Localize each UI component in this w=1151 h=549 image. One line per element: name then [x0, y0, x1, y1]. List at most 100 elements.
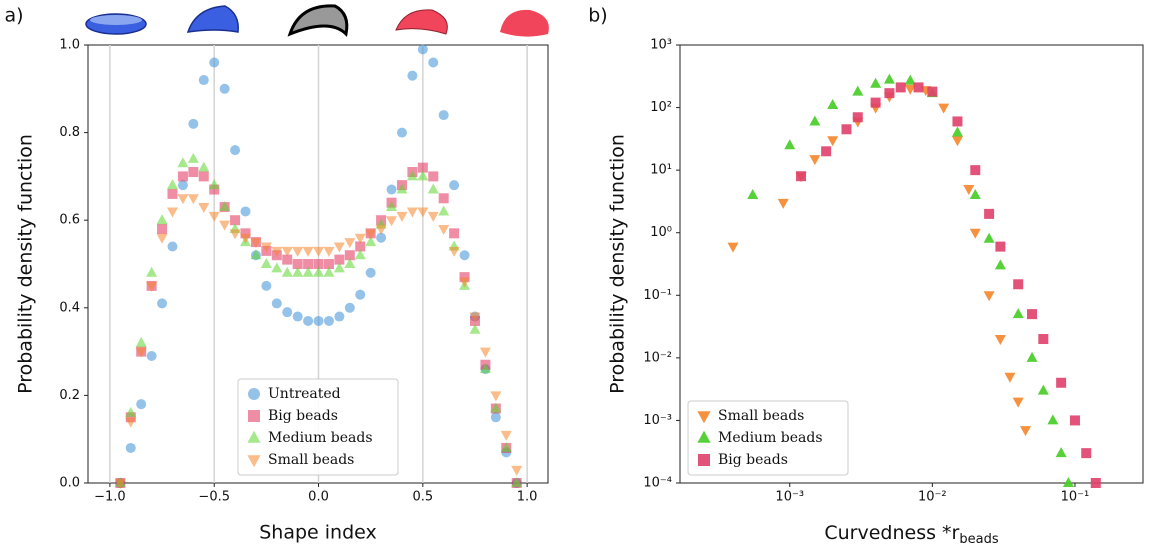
- legend-box: [687, 400, 849, 476]
- data-point: [303, 259, 314, 269]
- data-point: [240, 206, 251, 217]
- data-point: [281, 246, 293, 257]
- data-point: [883, 73, 895, 84]
- data-point: [396, 211, 408, 222]
- data-point: [323, 259, 334, 269]
- y-tick-label: 1.0: [59, 38, 80, 53]
- x-tick-label: 10⁻¹: [1061, 490, 1090, 505]
- data-point: [1069, 415, 1080, 426]
- data-point: [135, 336, 147, 347]
- data-point: [260, 242, 272, 253]
- data-point: [188, 118, 199, 129]
- data-point: [1004, 372, 1016, 383]
- icon-cup-rim: [90, 15, 142, 25]
- data-point: [913, 82, 924, 93]
- data-point: [500, 441, 512, 452]
- data-point: [511, 465, 523, 476]
- data-point: [114, 479, 126, 489]
- data-point: [904, 74, 916, 85]
- data-point: [407, 70, 418, 81]
- data-point: [157, 298, 168, 309]
- data-point: [146, 350, 157, 361]
- data-point: [261, 280, 272, 291]
- data-point: [125, 442, 136, 453]
- data-point: [292, 259, 303, 269]
- data-point: [904, 84, 916, 95]
- data-point: [490, 412, 501, 423]
- data-point: [365, 236, 377, 247]
- icon-saddle: [287, 4, 349, 38]
- shape-icons: [85, 4, 549, 38]
- legend-marker: [697, 430, 711, 443]
- x-tick-label: 0.5: [412, 490, 433, 505]
- x-tick-label: −1.0: [94, 490, 126, 505]
- data-point: [344, 302, 355, 313]
- data-point: [354, 233, 366, 244]
- data-point: [146, 266, 158, 277]
- data-point: [187, 194, 199, 205]
- data-point: [156, 214, 168, 225]
- data-point: [208, 179, 220, 190]
- data-point: [727, 242, 739, 253]
- data-point: [167, 241, 178, 252]
- data-point: [983, 232, 995, 243]
- panel-label: a): [4, 5, 23, 27]
- y-axis-label: Probability density function: [15, 134, 37, 394]
- y-tick-label: 10⁻⁴: [643, 476, 672, 491]
- y-tick-label: 10⁰: [650, 225, 672, 240]
- data-point: [354, 249, 366, 260]
- data-point: [438, 224, 450, 235]
- x-axis-label: Shape index: [259, 522, 377, 544]
- data-point: [334, 311, 345, 322]
- data-point: [500, 430, 512, 441]
- data-point: [250, 249, 262, 260]
- data-point: [281, 266, 293, 277]
- data-point: [125, 412, 136, 423]
- data-point: [927, 86, 938, 97]
- data-point: [177, 157, 189, 168]
- data-point: [951, 126, 963, 137]
- data-point: [313, 259, 324, 269]
- data-point: [156, 233, 168, 244]
- data-point: [952, 116, 963, 127]
- data-point: [1062, 477, 1074, 487]
- data-point: [198, 203, 210, 214]
- data-point: [490, 391, 502, 402]
- data-point: [449, 180, 460, 191]
- data-point: [469, 312, 481, 323]
- data-point: [250, 238, 262, 249]
- data-point: [951, 136, 963, 147]
- data-point: [1013, 279, 1024, 290]
- y-tick-label: 10²: [650, 100, 672, 115]
- data-point: [302, 266, 314, 277]
- data-point: [282, 254, 293, 265]
- legend-label: Small beads: [268, 452, 354, 468]
- y-tick-label: 0.2: [59, 388, 80, 403]
- data-point: [323, 266, 335, 277]
- icon-cap: [500, 9, 549, 37]
- data-point: [995, 241, 1006, 252]
- data-point: [376, 232, 387, 243]
- data-point: [219, 220, 231, 231]
- data-point: [177, 194, 189, 205]
- data-point: [417, 44, 428, 55]
- data-point: [827, 98, 839, 109]
- data-point: [417, 207, 429, 218]
- data-point: [983, 291, 995, 302]
- data-point: [219, 201, 231, 212]
- data-point: [187, 152, 199, 163]
- data-point: [396, 183, 408, 194]
- data-point: [125, 417, 137, 428]
- x-axis-label-sub: beads: [959, 532, 998, 547]
- data-point: [827, 136, 839, 147]
- icon-ridge: [395, 9, 448, 35]
- legend-marker: [697, 411, 711, 424]
- y-tick-label: 0.8: [59, 125, 80, 140]
- data-point: [427, 211, 439, 222]
- x-axis-label: Curvedness *rbeads: [824, 522, 998, 547]
- data-point: [870, 97, 881, 108]
- data-point: [852, 85, 864, 96]
- data-point: [375, 224, 387, 235]
- data-point: [166, 207, 178, 218]
- data-point: [1012, 397, 1024, 408]
